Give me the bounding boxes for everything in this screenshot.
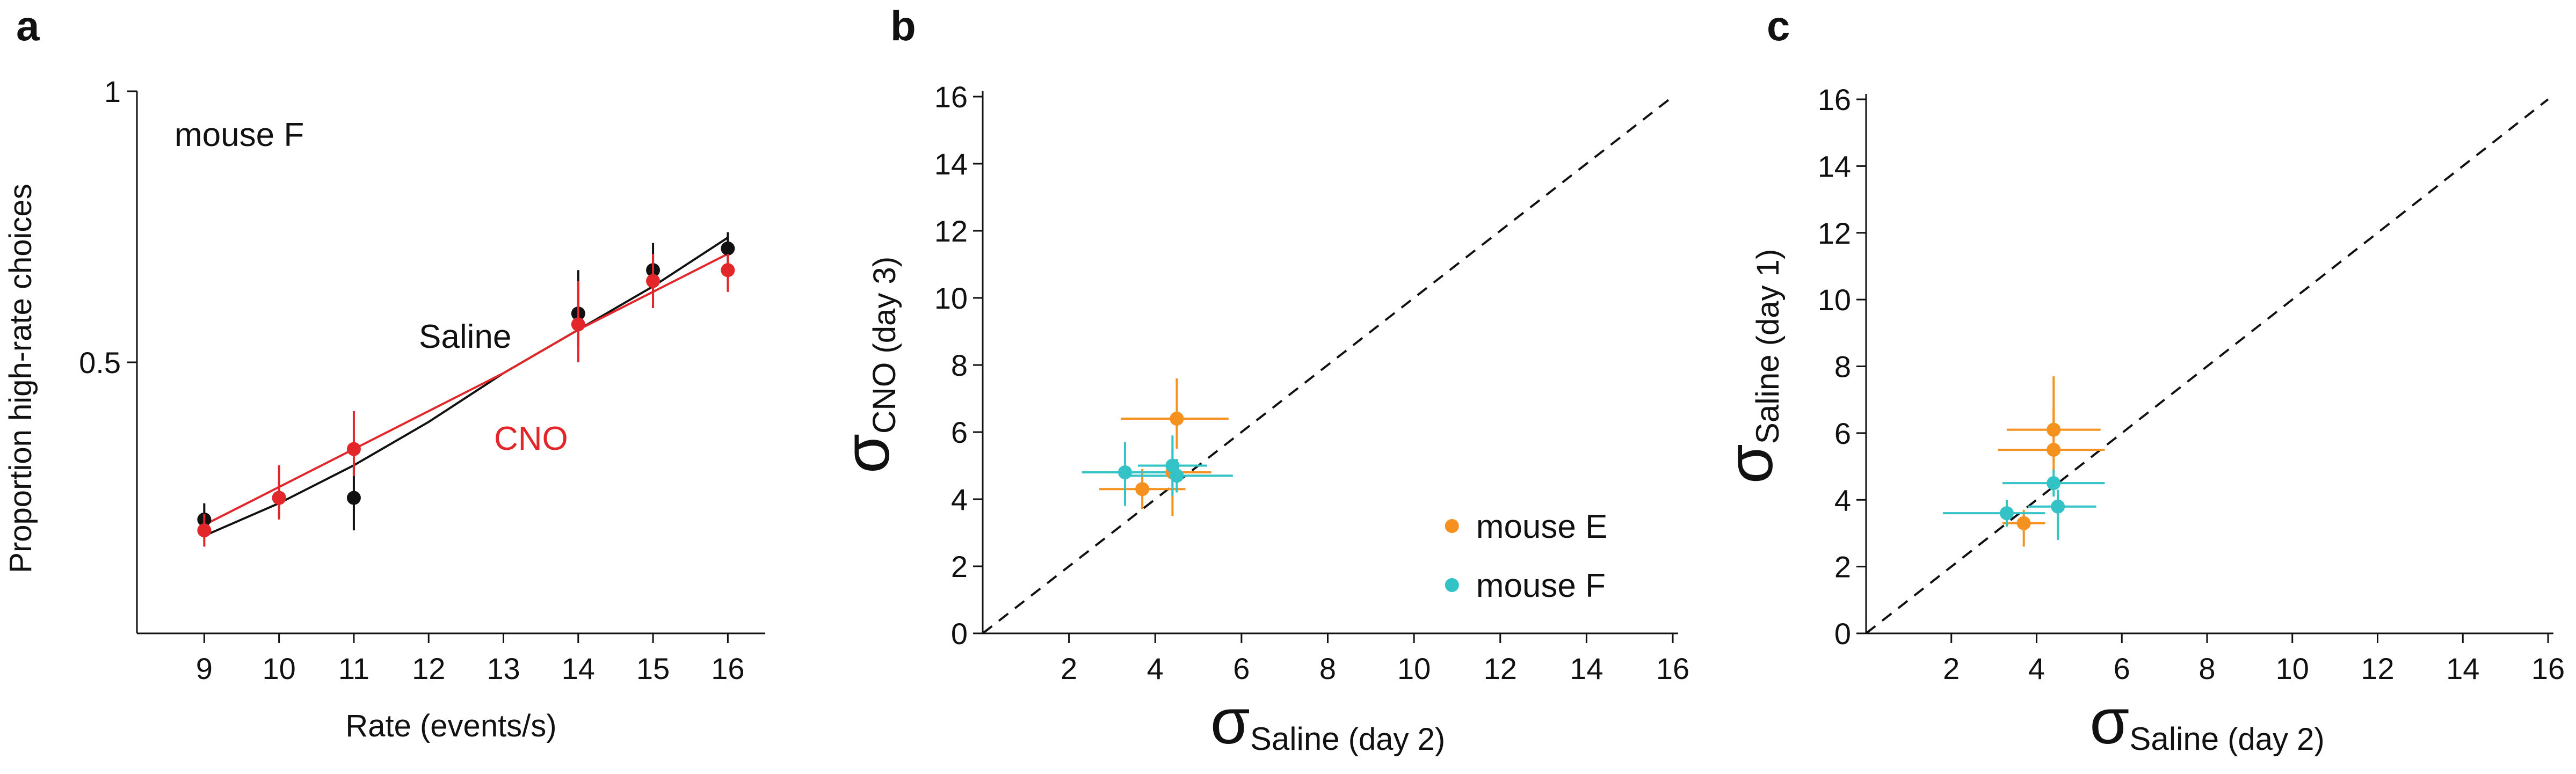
x-tick-label: 2 — [1943, 652, 1960, 685]
y-tick-label: 8 — [1834, 350, 1851, 384]
y-tick-label: 6 — [951, 415, 968, 449]
x-tick-label: 8 — [2198, 652, 2215, 685]
x-axis-label: Rate (events/s) — [345, 709, 556, 743]
x-tick-label: 14 — [2446, 652, 2479, 685]
y-axis-label-subscript: Saline — [1750, 354, 1786, 444]
x-tick-label: 15 — [636, 652, 670, 685]
annotation-label: mouse F — [175, 116, 304, 154]
data-point-cno — [272, 491, 286, 505]
x-tick-label: 6 — [1233, 652, 1250, 685]
x-axis-label-symbol: σ — [1210, 685, 1250, 757]
data-point-mouse-e — [2016, 516, 2031, 530]
y-axis-label: σCNO (day 3) — [831, 257, 903, 473]
panel-a-chart: 9 10 11 12 13 14 15 16 0.5 1 Rate (events/s) Propor… — [3, 75, 765, 743]
data-point-saline — [346, 491, 361, 505]
x-axis-label: σSaline (day 2) — [1210, 685, 1446, 757]
x-axis-label-subscript: Saline — [2129, 721, 2219, 757]
y-axis-label-rest: (day 3) — [867, 257, 902, 362]
y-tick-label: 10 — [1818, 283, 1851, 317]
data-point-saline — [721, 241, 735, 255]
x-tick-label: 12 — [412, 652, 445, 685]
legend-label: mouse E — [1476, 508, 1608, 545]
panel-b-letter: b — [890, 2, 916, 49]
y-tick-label: 12 — [1818, 216, 1851, 250]
data-point-mouse-e — [1170, 412, 1184, 426]
y-axis-label-subscript: CNO — [866, 362, 902, 434]
panel-a-letter: a — [16, 2, 40, 49]
y-axis-label-symbol: σ — [831, 434, 903, 473]
x-axis-label: σSaline (day 2) — [2089, 685, 2325, 757]
y-tick-label: 14 — [934, 147, 968, 181]
annotation-label: CNO — [494, 420, 568, 457]
x-tick-label: 16 — [2531, 652, 2565, 685]
data-point-mouse-f — [2047, 476, 2061, 491]
data-point-mouse-f — [1999, 506, 2014, 521]
data-point-cno — [571, 317, 585, 332]
x-tick-label: 8 — [1319, 652, 1336, 685]
x-tick-label: 10 — [2276, 652, 2309, 685]
y-tick-label: 1 — [104, 75, 121, 108]
y-tick-label: 2 — [951, 550, 968, 583]
y-tick-label: 10 — [934, 281, 968, 315]
y-tick-label: 2 — [1834, 550, 1851, 584]
y-tick-label: 0.5 — [79, 346, 121, 379]
y-axis-label: Proportion high-rate choices — [3, 184, 38, 573]
data-point-cno — [646, 274, 661, 288]
annotation-label: Saline — [419, 318, 511, 355]
x-tick-label: 12 — [1484, 652, 1517, 685]
data-point-cno — [346, 442, 361, 456]
legend-label: mouse F — [1476, 567, 1606, 604]
y-tick-label: 6 — [1834, 417, 1851, 450]
y-axis-label-symbol: σ — [1714, 444, 1786, 484]
data-point-mouse-e — [2047, 422, 2061, 437]
y-tick-label: 16 — [1818, 83, 1851, 116]
y-tick-label: 8 — [951, 348, 968, 382]
fit-curve-cno — [204, 253, 729, 526]
x-tick-label: 13 — [487, 652, 520, 685]
panel-c-letter: c — [1767, 2, 1790, 49]
x-tick-label: 16 — [711, 652, 744, 685]
data-point-mouse-e — [1135, 482, 1150, 496]
y-axis-label: σSaline (day 1) — [1714, 249, 1786, 484]
x-tick-label: 16 — [1656, 652, 1689, 685]
x-tick-label: 10 — [1397, 652, 1431, 685]
identity-line — [1865, 98, 2549, 634]
y-axis-label-rest: (day 1) — [1751, 249, 1786, 355]
y-tick-label: 0 — [951, 617, 968, 651]
data-point-cno — [721, 263, 735, 278]
y-tick-label: 14 — [1818, 149, 1851, 183]
data-point-mouse-f — [2051, 499, 2065, 514]
data-point-mouse-e — [2047, 442, 2061, 457]
x-tick-label: 2 — [1061, 652, 1077, 685]
y-tick-label: 16 — [934, 80, 968, 114]
data-point-mouse-f — [1170, 469, 1184, 483]
y-tick-label: 4 — [1834, 483, 1851, 517]
y-tick-label: 12 — [934, 214, 968, 248]
x-axis-label-rest: (day 2) — [1340, 722, 1446, 757]
y-tick-label: 0 — [1834, 617, 1851, 651]
legend-marker — [1445, 578, 1459, 592]
x-axis-label-subscript: Saline — [1250, 721, 1340, 757]
identity-line — [982, 96, 1674, 634]
legend-marker — [1445, 519, 1459, 533]
x-tick-label: 4 — [2028, 652, 2045, 685]
x-tick-label: 6 — [2114, 652, 2130, 685]
y-tick-label: 4 — [951, 483, 968, 516]
x-tick-label: 10 — [262, 652, 295, 685]
data-point-mouse-f — [1118, 465, 1133, 479]
fit-curve-saline — [204, 237, 729, 537]
x-tick-label: 14 — [562, 652, 595, 685]
x-tick-label: 14 — [1570, 652, 1603, 685]
x-axis-label-rest: (day 2) — [2219, 722, 2325, 757]
x-tick-label: 9 — [196, 652, 213, 685]
data-point-cno — [197, 523, 212, 538]
x-axis-label-symbol: σ — [2089, 685, 2129, 757]
x-tick-label: 12 — [2361, 652, 2394, 685]
x-tick-label: 4 — [1147, 652, 1164, 685]
x-tick-label: 11 — [338, 652, 369, 685]
